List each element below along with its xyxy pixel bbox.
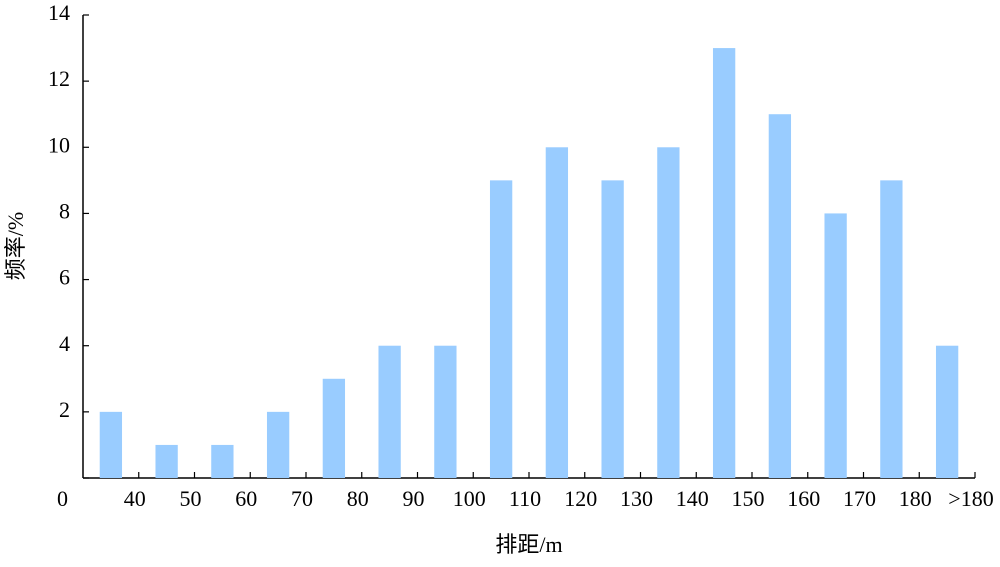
x-axis-label: 排距/m xyxy=(495,532,562,557)
bar xyxy=(378,345,401,478)
bar xyxy=(824,213,847,478)
x-tick-label: 100 xyxy=(453,486,486,511)
y-tick-label: 4 xyxy=(59,331,70,356)
y-axis-label: 频率/% xyxy=(3,212,28,280)
bar xyxy=(768,114,792,478)
x-tick-label: 140 xyxy=(676,486,709,511)
x-tick-label: 70 xyxy=(291,486,313,511)
x-tick-label: 150 xyxy=(732,486,765,511)
x-tick-label: 130 xyxy=(620,486,653,511)
x-tick-label: 110 xyxy=(509,486,541,511)
x-tick-label: 90 xyxy=(403,486,425,511)
y-tick-label: 14 xyxy=(48,0,70,25)
x-tick-label: 180 xyxy=(899,486,932,511)
bar xyxy=(489,180,513,478)
y-tick-label: 2 xyxy=(59,397,70,422)
x-tick-label: >180 xyxy=(948,486,993,511)
bar xyxy=(266,411,290,478)
y-tick-label: 10 xyxy=(48,132,70,157)
bar xyxy=(657,147,680,479)
bar xyxy=(935,345,959,478)
bar xyxy=(880,180,903,478)
bar xyxy=(712,48,736,478)
bar xyxy=(601,180,624,478)
x-tick-label: 50 xyxy=(180,486,202,511)
bar xyxy=(545,147,569,479)
bar xyxy=(99,411,123,478)
y-tick-label: 0 xyxy=(57,486,68,511)
x-tick-label: 120 xyxy=(564,486,597,511)
y-tick-label: 8 xyxy=(59,198,70,223)
y-tick-label: 12 xyxy=(48,66,70,91)
x-tick-label: 60 xyxy=(235,486,257,511)
bar xyxy=(434,345,457,478)
x-tick-label: 170 xyxy=(843,486,876,511)
bar xyxy=(211,444,234,478)
bar xyxy=(322,378,346,478)
x-tick-label: 80 xyxy=(347,486,369,511)
x-tick-label: 40 xyxy=(124,486,146,511)
x-tick-label: 160 xyxy=(787,486,820,511)
bar xyxy=(155,444,178,478)
y-tick-label: 6 xyxy=(59,265,70,290)
